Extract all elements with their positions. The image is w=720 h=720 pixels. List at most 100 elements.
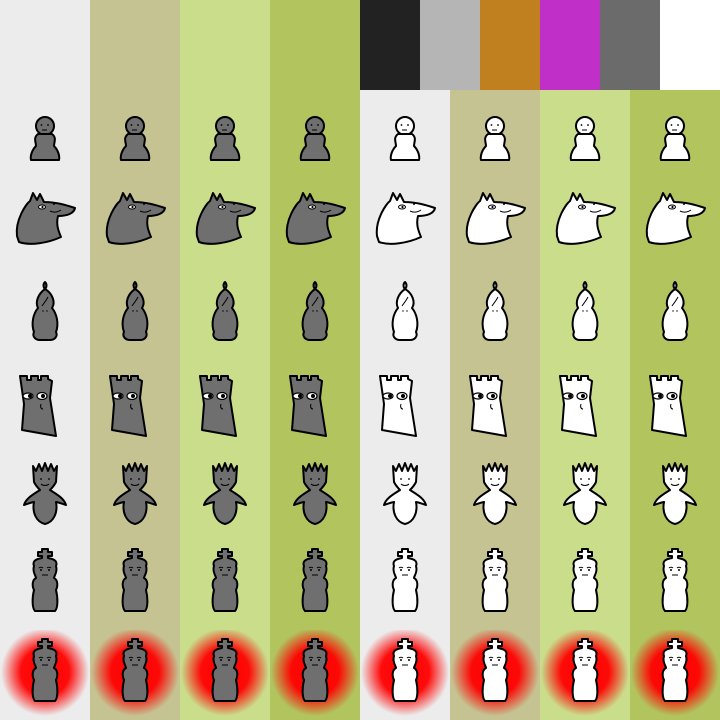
light-pawn-sprite [630,90,720,180]
light-bishop-sprite [540,270,630,360]
queen-icon [473,462,517,525]
dark-knight-sprite [180,180,270,270]
dark-queen-sprite [180,450,270,540]
light-rook-sprite [540,360,630,450]
light-king-sprite [360,540,450,630]
king-in-check-icon [181,630,269,716]
light-king-in-check-sprite [630,630,720,720]
rook-icon [379,375,417,437]
dark-knight-sprite [0,180,90,270]
bishop-icon [571,281,599,341]
king-in-check-icon [361,630,449,716]
dark-king-sprite [270,540,360,630]
rook-icon [289,375,327,437]
dark-queen-sprite [90,450,180,540]
knight-icon [195,192,256,245]
king-in-check-icon [541,630,629,716]
palette-swatch-6 [660,0,720,90]
dark-pawn-sprite [0,90,90,180]
bishop-icon [661,281,689,341]
bishop-icon [391,281,419,341]
light-bishop-sprite [630,270,720,360]
light-pawn-sprite [450,90,540,180]
king-icon [481,548,509,612]
knight-icon [285,192,346,245]
king-icon [31,548,59,612]
queen-icon [203,462,247,525]
knight-icon [15,192,76,245]
light-king-sprite [630,540,720,630]
king-in-check-icon [1,630,89,716]
light-bishop-sprite [450,270,540,360]
palette-swatch-4 [540,0,600,90]
dark-queen-sprite [0,450,90,540]
bishop-icon [31,281,59,341]
light-knight-sprite [450,180,540,270]
dark-pawn-sprite [180,90,270,180]
light-bishop-sprite [360,270,450,360]
light-rook-sprite [450,360,540,450]
pawn-icon [209,116,241,161]
pawn-icon [659,116,691,161]
bishop-icon [481,281,509,341]
queen-icon [113,462,157,525]
light-knight-sprite [630,180,720,270]
queen-icon [653,462,697,525]
light-queen-sprite [450,450,540,540]
dark-king-in-check-sprite [180,630,270,720]
king-icon [211,548,239,612]
dark-king-in-check-sprite [90,630,180,720]
dark-rook-sprite [270,360,360,450]
pawn-icon [569,116,601,161]
knight-icon [645,192,706,245]
light-knight-sprite [360,180,450,270]
queen-icon [383,462,427,525]
palette-swatch-1 [360,0,420,90]
knight-icon [555,192,616,245]
queen-icon [23,462,67,525]
dark-king-in-check-sprite [0,630,90,720]
king-in-check-icon [451,630,539,716]
rook-icon [559,375,597,437]
knight-icon [105,192,166,245]
dark-bishop-sprite [90,270,180,360]
pawn-icon [299,116,331,161]
king-icon [301,548,329,612]
dark-rook-sprite [90,360,180,450]
palette-swatch-3 [480,0,540,90]
pawn-icon [479,116,511,161]
king-icon [391,548,419,612]
queen-icon [293,462,337,525]
king-icon [121,548,149,612]
light-rook-sprite [630,360,720,450]
king-icon [571,548,599,612]
king-in-check-icon [271,630,359,716]
knight-icon [375,192,436,245]
light-pawn-sprite [360,90,450,180]
dark-rook-sprite [0,360,90,450]
dark-king-sprite [0,540,90,630]
light-king-sprite [540,540,630,630]
dark-queen-sprite [270,450,360,540]
dark-bishop-sprite [270,270,360,360]
dark-pawn-sprite [270,90,360,180]
light-rook-sprite [360,360,450,450]
light-king-in-check-sprite [360,630,450,720]
light-king-in-check-sprite [540,630,630,720]
dark-pawn-sprite [90,90,180,180]
dark-king-sprite [90,540,180,630]
pawn-icon [29,116,61,161]
rook-icon [109,375,147,437]
rook-icon [19,375,57,437]
palette-swatch-5 [600,0,660,90]
knight-icon [465,192,526,245]
dark-king-in-check-sprite [270,630,360,720]
light-king-in-check-sprite [450,630,540,720]
pawn-icon [119,116,151,161]
king-in-check-icon [91,630,179,716]
dark-bishop-sprite [180,270,270,360]
queen-icon [563,462,607,525]
dark-king-sprite [180,540,270,630]
light-pawn-sprite [540,90,630,180]
dark-knight-sprite [270,180,360,270]
